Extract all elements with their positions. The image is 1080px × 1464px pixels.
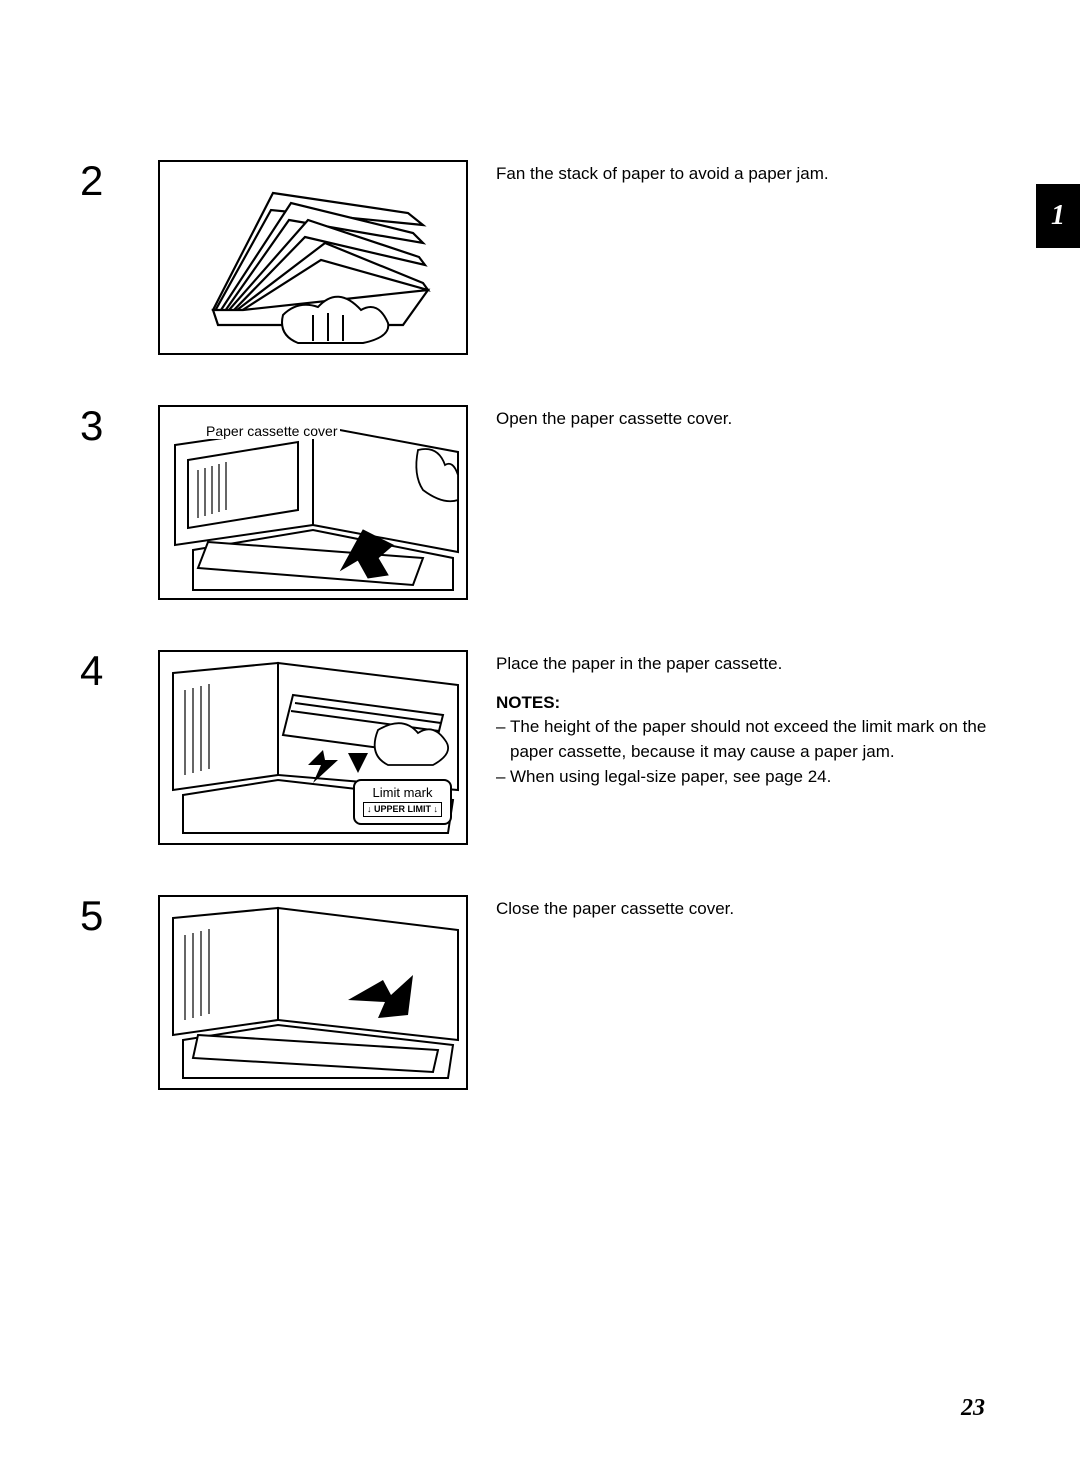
notes-heading: NOTES:	[496, 691, 1000, 716]
close-cassette-icon	[163, 900, 463, 1085]
step-figure-close-cover	[158, 895, 468, 1090]
step-instruction: Open the paper cassette cover.	[496, 409, 732, 428]
step-number: 3	[80, 405, 130, 447]
step-number: 4	[80, 650, 130, 692]
step-number: 5	[80, 895, 130, 937]
upper-limit-label: ↓ UPPER LIMIT ↓	[363, 802, 442, 817]
note-item: – When using legal-size paper, see page …	[496, 765, 1000, 790]
step-instruction: Close the paper cassette cover.	[496, 899, 734, 918]
step-4: 4	[80, 650, 1000, 845]
note-item: – The height of the paper should not exc…	[496, 715, 1000, 764]
step-text: Place the paper in the paper cassette. N…	[496, 650, 1000, 789]
step-text: Open the paper cassette cover.	[496, 405, 1000, 432]
figure-label-cassette-cover: Paper cassette cover	[204, 423, 340, 439]
limit-mark-callout: Limit mark ↓ UPPER LIMIT ↓	[353, 779, 452, 825]
step-text: Close the paper cassette cover.	[496, 895, 1000, 922]
list-dash: –	[496, 715, 510, 764]
notes-list: – The height of the paper should not exc…	[496, 715, 1000, 789]
step-figure-open-cover: Paper cassette cover	[158, 405, 468, 600]
step-3: 3	[80, 405, 1000, 600]
section-tab-label: 1	[1051, 200, 1065, 232]
manual-page: 1 2 Fan the stac	[0, 0, 1080, 1464]
page-number: 23	[961, 1395, 985, 1422]
note-text: The height of the paper should not excee…	[510, 715, 1000, 764]
step-2: 2 Fan the stack of paper to av	[80, 160, 1000, 355]
section-tab: 1	[1036, 184, 1080, 248]
step-5: 5 Close the paper ca	[80, 895, 1000, 1090]
limit-mark-label: Limit mark	[363, 785, 442, 801]
fan-paper-icon	[163, 165, 463, 350]
step-instruction: Fan the stack of paper to avoid a paper …	[496, 164, 829, 183]
list-dash: –	[496, 765, 510, 790]
step-figure-fan-paper	[158, 160, 468, 355]
step-text: Fan the stack of paper to avoid a paper …	[496, 160, 1000, 187]
step-number: 2	[80, 160, 130, 202]
step-instruction: Place the paper in the paper cassette.	[496, 652, 1000, 677]
step-figure-place-paper: Limit mark ↓ UPPER LIMIT ↓	[158, 650, 468, 845]
note-text: When using legal-size paper, see page 24…	[510, 765, 831, 790]
